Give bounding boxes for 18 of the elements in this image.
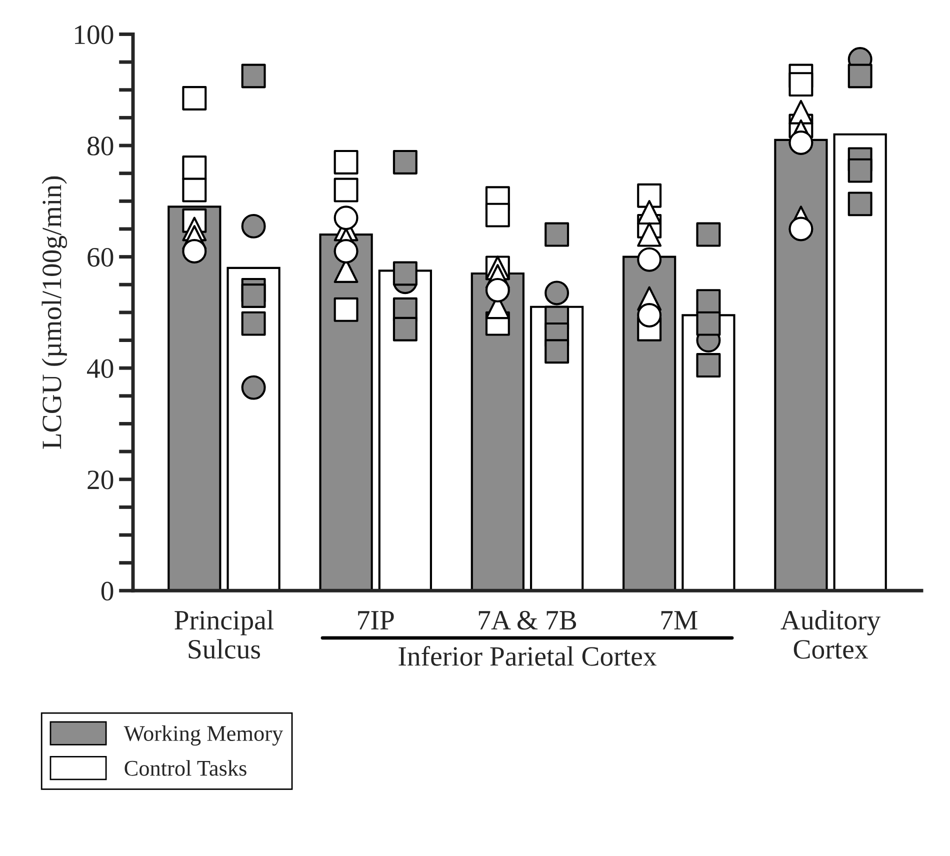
x-tick-label: 7A & 7B	[478, 610, 576, 630]
x-tick-label: 7IP	[358, 611, 394, 630]
x-tick-label: Auditory Cortex	[780, 610, 881, 659]
y-tick-label: 0	[101, 582, 114, 601]
x-tick-label: Principal Sulcus	[174, 610, 274, 659]
y-axis-title: LCGU (µmol/100g/min)	[42, 176, 68, 449]
bar	[168, 206, 222, 591]
y-tick-label: 20	[88, 470, 114, 490]
legend-label: Working Memory	[124, 725, 284, 746]
bar	[833, 133, 887, 591]
y-tick-label: 40	[87, 359, 114, 378]
legend-label: Control Tasks	[124, 760, 246, 776]
x-tick-label: 7M	[661, 611, 698, 630]
text: Inferior Parietal Cortex	[398, 646, 656, 666]
y-tick-label: 80	[88, 136, 114, 156]
y-tick-label: 100	[75, 25, 114, 44]
y-tick-label: 60	[88, 248, 114, 267]
bar	[530, 306, 584, 591]
